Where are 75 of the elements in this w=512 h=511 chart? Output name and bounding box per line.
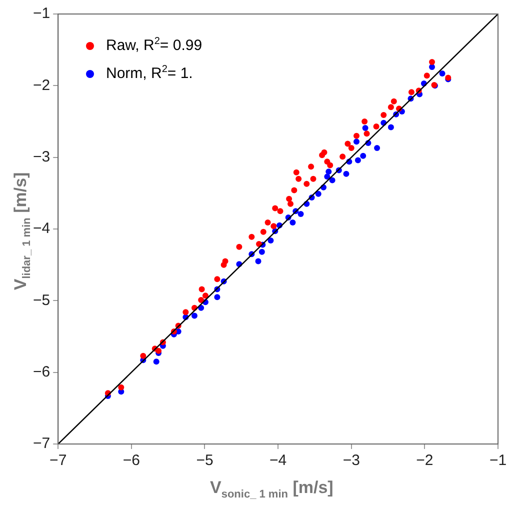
point xyxy=(255,258,262,264)
point xyxy=(362,118,368,124)
y-tick-label: −5 xyxy=(32,292,50,309)
legend-label: Raw, R$^{2}$= 0.99 xyxy=(105,35,202,56)
point xyxy=(222,258,228,264)
point xyxy=(308,164,314,170)
y-tick-label: −6 xyxy=(32,363,50,380)
point xyxy=(258,248,265,255)
point xyxy=(248,234,255,240)
y-tick-label: −1 xyxy=(32,5,50,22)
point xyxy=(272,205,278,212)
x-tick-label: −2 xyxy=(416,452,434,470)
x-axis-title: V$_{sonic_ 1 min}$ [m/s] xyxy=(210,478,334,500)
point xyxy=(344,140,351,147)
y-tick-label: −3 xyxy=(32,148,50,166)
point xyxy=(293,169,300,176)
point xyxy=(354,138,360,145)
point xyxy=(214,276,220,282)
y-tick-label: −4 xyxy=(32,220,50,238)
point xyxy=(290,220,296,226)
point xyxy=(277,208,284,214)
x-tick-label: −5 xyxy=(196,452,214,470)
point xyxy=(291,187,298,194)
point xyxy=(315,190,322,197)
point xyxy=(408,89,414,96)
point xyxy=(310,176,316,182)
point xyxy=(260,228,266,235)
x-tick-label: −1 xyxy=(489,452,507,470)
point xyxy=(182,309,189,316)
point xyxy=(388,124,394,130)
point xyxy=(296,176,302,182)
point xyxy=(118,384,124,390)
point xyxy=(270,223,277,230)
point xyxy=(286,196,292,202)
point xyxy=(329,177,336,184)
point xyxy=(373,124,380,130)
y-tick-label: −7 xyxy=(32,435,50,452)
point xyxy=(362,124,368,131)
point xyxy=(429,64,436,70)
point xyxy=(298,210,304,217)
legend-label: Norm, R$^{2}$= 1. xyxy=(105,63,194,84)
point xyxy=(198,296,204,303)
point xyxy=(340,154,346,160)
point xyxy=(288,200,294,207)
point xyxy=(364,130,370,137)
point xyxy=(354,132,360,139)
point xyxy=(360,152,366,159)
point xyxy=(268,237,274,244)
point xyxy=(321,149,328,156)
x-tick-label: −3 xyxy=(342,452,360,470)
point xyxy=(153,358,160,365)
point xyxy=(348,145,354,152)
point xyxy=(304,180,310,187)
point xyxy=(198,286,205,292)
point xyxy=(380,112,387,118)
point xyxy=(264,220,271,226)
point xyxy=(424,72,430,79)
point xyxy=(439,70,446,76)
point xyxy=(202,292,208,299)
point xyxy=(374,145,380,152)
y-tick-label: −2 xyxy=(32,76,50,94)
point xyxy=(388,104,394,110)
point xyxy=(140,352,146,359)
x-tick-label: −4 xyxy=(269,452,287,470)
point xyxy=(214,294,220,300)
point xyxy=(326,168,332,175)
point xyxy=(354,157,361,164)
point xyxy=(236,244,242,250)
point xyxy=(429,59,436,66)
point xyxy=(390,98,397,104)
x-tick-label: −6 xyxy=(122,452,140,470)
point xyxy=(343,170,350,177)
x-tick-label: −7 xyxy=(50,452,67,470)
point xyxy=(191,312,198,319)
point xyxy=(327,162,334,168)
